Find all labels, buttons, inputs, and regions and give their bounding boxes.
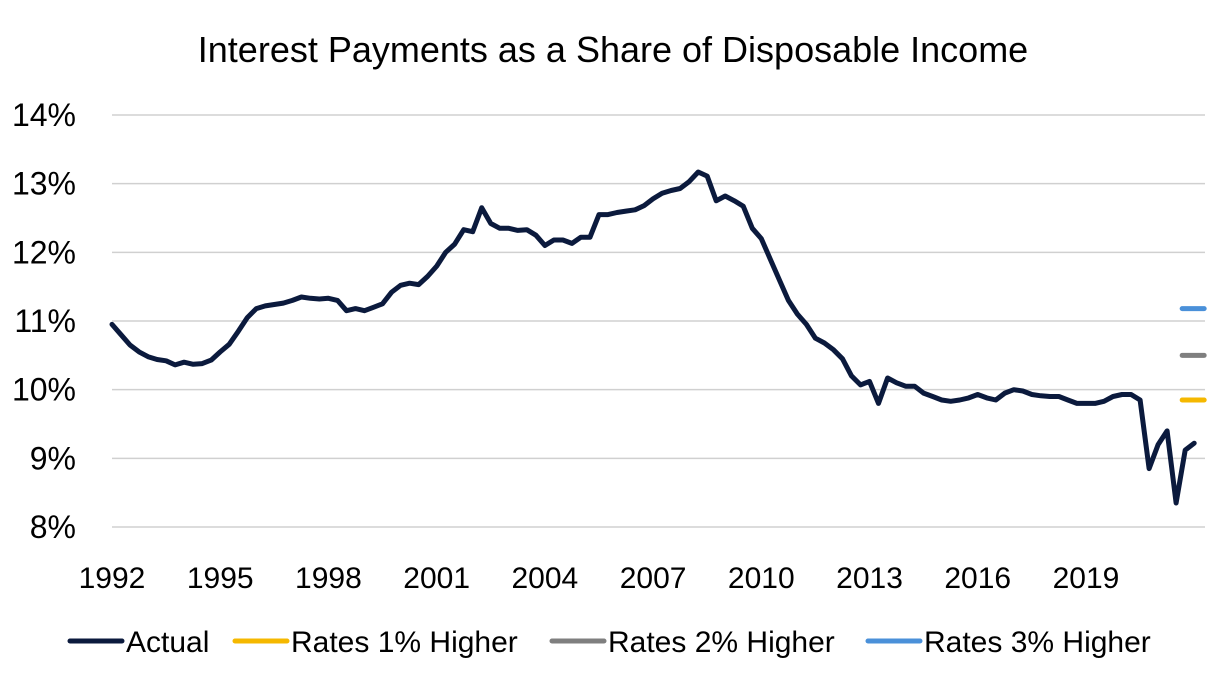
legend-label: Rates 1% Higher <box>291 626 518 659</box>
x-axis-ticks: 1992 1995 1998 2001 2004 2007 2010 2013 2016 2019 <box>79 562 1120 595</box>
x-tick-label: 2010 <box>728 562 795 595</box>
y-tick-label: 10% <box>12 372 76 408</box>
legend: Actual Rates 1% Higher Rates 2% Higher Rate… <box>67 626 1151 659</box>
y-tick-label: 8% <box>30 509 76 545</box>
legend-label: Rates 2% Higher <box>608 626 835 659</box>
x-tick-label: 2007 <box>620 562 687 595</box>
gridlines <box>112 114 1205 528</box>
x-tick-label: 2016 <box>944 562 1011 595</box>
legend-label: Rates 3% Higher <box>924 626 1151 659</box>
chart-title: Interest Payments as a Share of Disposab… <box>198 29 1028 70</box>
y-tick-label: 12% <box>12 234 76 270</box>
x-tick-label: 1998 <box>295 562 362 595</box>
y-tick-label: 11% <box>14 303 76 339</box>
series-lines <box>109 169 1207 506</box>
x-tick-label: 2001 <box>403 562 470 595</box>
legend-label: Actual <box>126 626 209 659</box>
y-tick-label: 13% <box>12 166 76 202</box>
series-line-actual <box>109 169 1197 506</box>
y-tick-label: 9% <box>30 440 76 476</box>
x-tick-label: 2013 <box>836 562 903 595</box>
x-tick-label: 2004 <box>511 562 578 595</box>
y-tick-label: 14% <box>12 97 76 133</box>
x-tick-label: 2019 <box>1053 562 1120 595</box>
y-axis-ticks: 8% 9% 10% 11% 12% 13% 14% <box>12 97 76 545</box>
x-tick-label: 1995 <box>187 562 254 595</box>
x-tick-label: 1992 <box>79 562 146 595</box>
